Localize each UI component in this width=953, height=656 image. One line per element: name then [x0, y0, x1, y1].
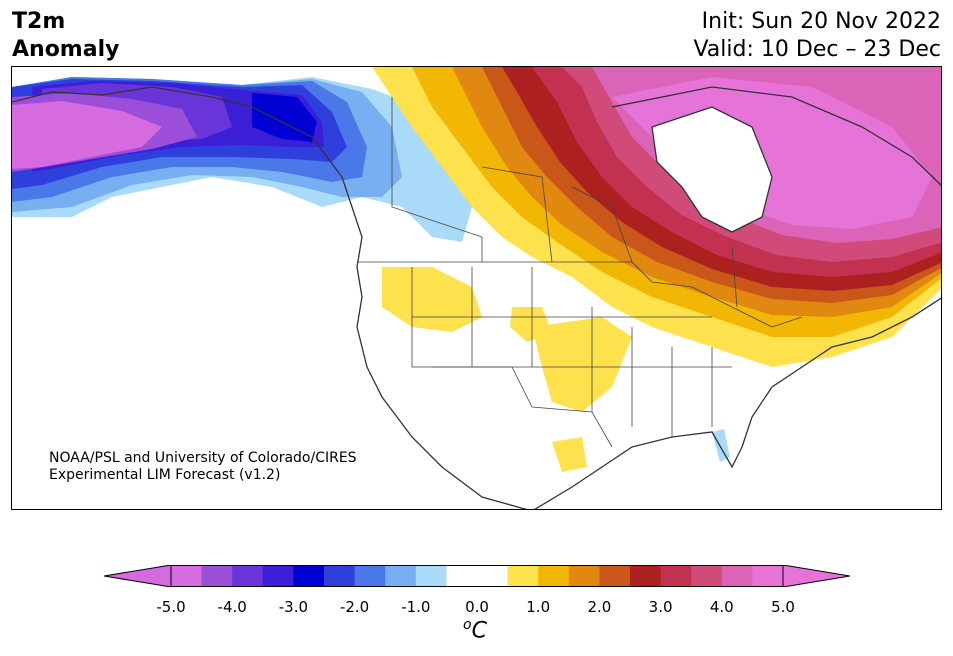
colorbar: [104, 565, 850, 587]
map-svg: [12, 67, 941, 509]
colorbar-segment: [324, 565, 356, 587]
init-date: Init: Sun 20 Nov 2022: [701, 9, 941, 34]
colorbar-segment: [262, 565, 294, 587]
colorbar-segment: [691, 565, 723, 587]
forecast-dates: Init: Sun 20 Nov 2022 Valid: 10 Dec – 23…: [693, 8, 941, 64]
map-title: T2m Anomaly: [12, 9, 120, 62]
western-warm-patches: [382, 267, 730, 472]
colorbar-tick-label: 0.0: [465, 598, 489, 616]
colorbar-segment: [752, 565, 784, 587]
colorbar-segment: [232, 565, 264, 587]
credit-line-2: Experimental LIM Forecast (v1.2): [49, 467, 281, 483]
colorbar-segment: [599, 565, 631, 587]
warm-anomaly-region: [372, 67, 941, 367]
cold-anomaly-region: [12, 77, 472, 242]
colorbar-tick-label: -3.0: [278, 598, 309, 616]
colorbar-tick-label: -4.0: [217, 598, 247, 616]
colorbar-tick-label: 3.0: [648, 598, 673, 616]
political-borders: [357, 97, 803, 448]
colorbar-tick-label: -5.0: [156, 598, 186, 616]
colorbar-segment: [507, 565, 539, 587]
colorbar-segment: [538, 565, 570, 587]
unit-superscript: o: [463, 617, 472, 633]
colorbar-segment: [660, 565, 692, 587]
colorbar-tick-label: -2.0: [339, 598, 370, 616]
colorbar-border: [170, 565, 784, 587]
credit-text: NOAA/PSL and University of Colorado/CIRE…: [49, 450, 357, 484]
colorbar-tick-label: 2.0: [587, 598, 612, 616]
colorbar-segment: [415, 565, 447, 587]
colorbar-tick-label: -1.0: [401, 598, 431, 616]
colorbar-segment: [477, 565, 509, 587]
coastlines: [12, 86, 941, 509]
colorbar-tick-label: 4.0: [709, 598, 734, 616]
colorbar-segment: [568, 565, 600, 587]
colorbar-under-triangle: [104, 565, 172, 587]
colorbar-segment: [385, 565, 417, 587]
colorbar-segment: [630, 565, 662, 587]
colorbar-tick-label: 1.0: [526, 598, 551, 616]
colorbar-tick-label: 5.0: [771, 598, 795, 616]
colorbar-segment: [293, 565, 325, 587]
colorbar-segment: [171, 565, 203, 587]
valid-date: Valid: 10 Dec – 23 Dec: [693, 37, 941, 62]
colorbar-segment: [201, 565, 233, 587]
unit-letter: C: [471, 618, 487, 644]
colorbar-segment: [354, 565, 386, 587]
credit-line-1: NOAA/PSL and University of Colorado/CIRE…: [49, 450, 357, 466]
anomaly-map: [11, 66, 942, 510]
colorbar-unit: oC: [463, 617, 487, 643]
colorbar-segment: [721, 565, 753, 587]
colorbar-over-triangle: [782, 565, 850, 587]
colorbar-segment: [446, 565, 478, 587]
